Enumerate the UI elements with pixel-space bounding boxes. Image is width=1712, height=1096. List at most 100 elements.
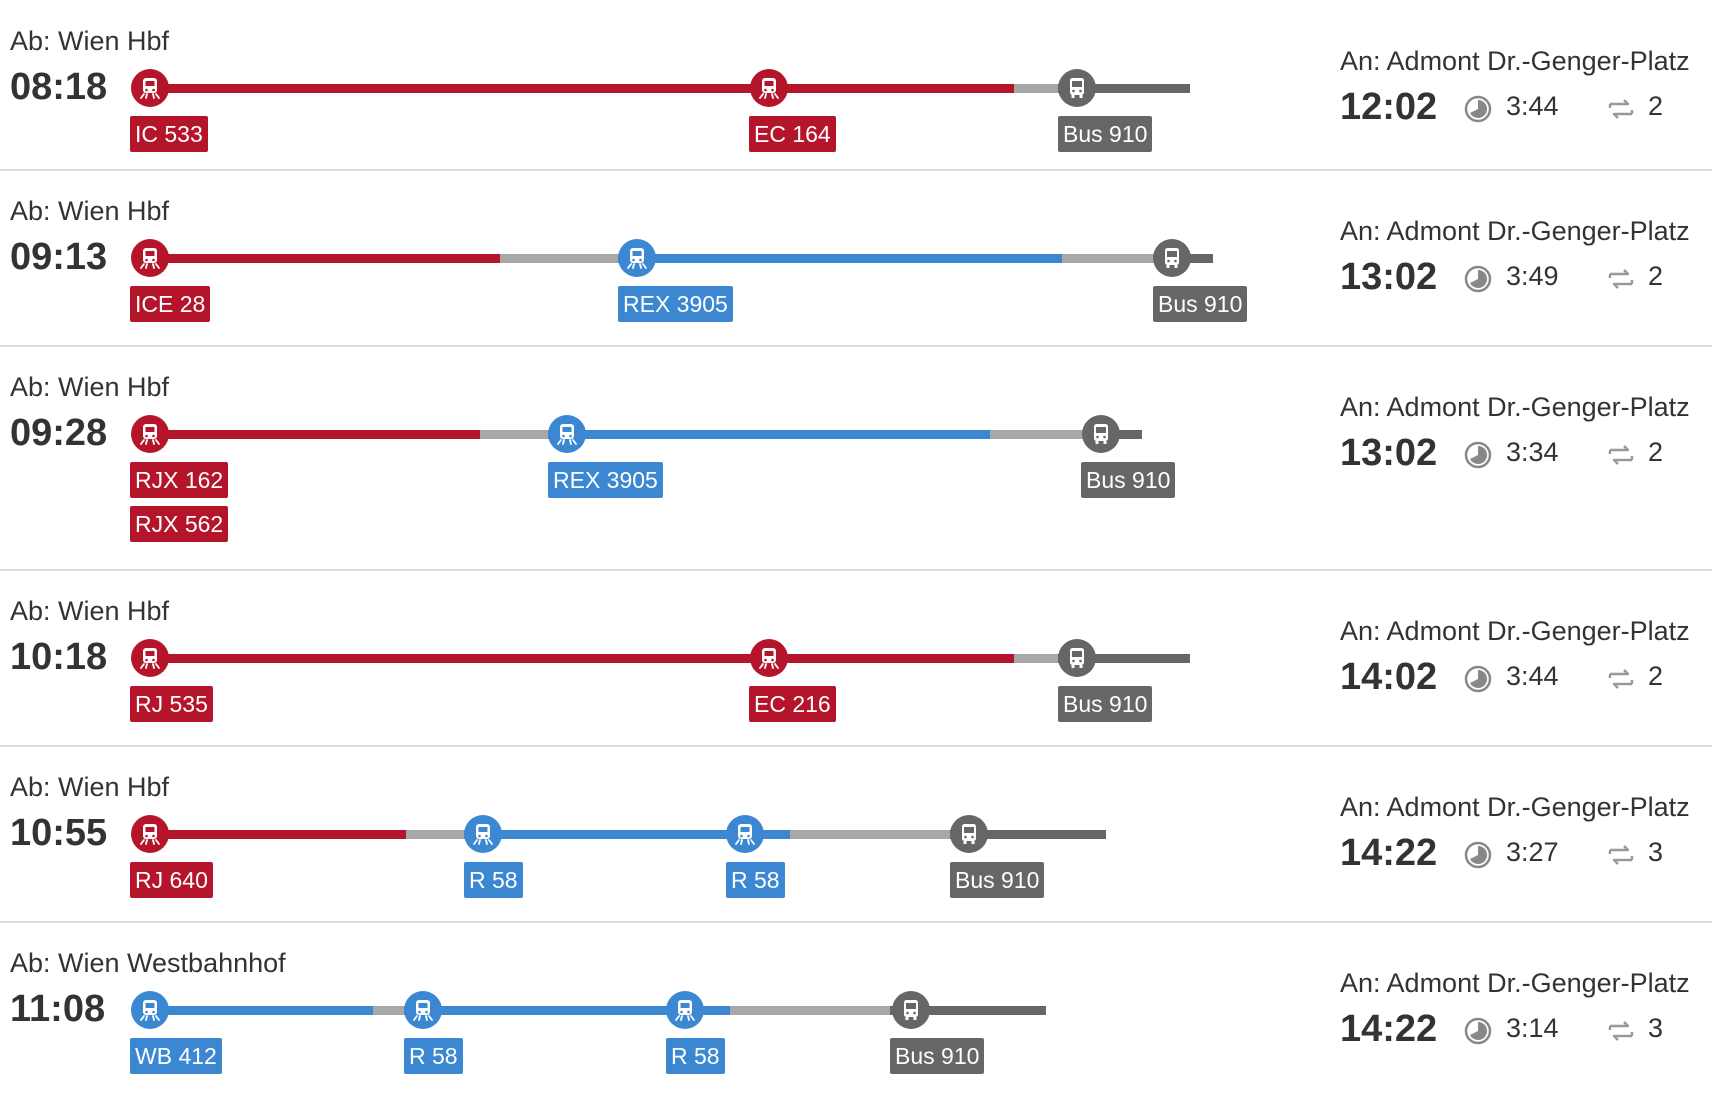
arrival-station: An: Admont Dr.-Genger-Platz — [1340, 968, 1690, 998]
duration-value: 3:44 — [1506, 91, 1559, 121]
row-divider — [0, 345, 1712, 347]
train-badge: REX 3905 — [548, 462, 663, 498]
train-icon — [131, 639, 169, 677]
duration-icon — [1464, 441, 1492, 469]
departure-station: Ab: Wien Hbf — [10, 196, 170, 226]
route-segment — [1062, 253, 1155, 263]
train-badge: Bus 910 — [890, 1038, 985, 1074]
departure-time: 10:55 — [10, 812, 108, 854]
changes-count: 2 — [1648, 661, 1664, 691]
route-segment — [150, 83, 724, 93]
route-segment — [406, 829, 464, 839]
duration-icon — [1464, 665, 1492, 693]
duration-value: 3:14 — [1506, 1013, 1559, 1043]
connection-row[interactable]: Ab: Wien Westbahnhof 11:08 WB 412 R 58 R 58 B… — [0, 922, 1712, 1096]
duration-value: 3:49 — [1506, 261, 1559, 291]
arrival-time: 13:02 — [1340, 432, 1438, 474]
bus-icon — [1082, 415, 1120, 453]
connection-row[interactable]: Ab: Wien Hbf 10:18 RJ 535 EC 216 Bus 910 An: … — [0, 570, 1712, 746]
route-segment — [150, 429, 480, 439]
changes-count: 2 — [1648, 261, 1664, 291]
row-divider — [0, 921, 1712, 923]
route-segment — [990, 429, 1085, 439]
arrival-station: An: Admont Dr.-Genger-Platz — [1340, 392, 1690, 422]
departure-station: Ab: Wien Hbf — [10, 596, 170, 626]
departure-station: Ab: Wien Hbf — [10, 372, 170, 402]
duration-icon — [1464, 265, 1492, 293]
arrival-station: An: Admont Dr.-Genger-Platz — [1340, 216, 1690, 246]
train-badge: Bus 910 — [950, 862, 1045, 898]
transfer-icon — [1606, 96, 1636, 122]
train-badge: R 58 — [666, 1038, 725, 1074]
route-segment — [548, 429, 990, 439]
connection-row[interactable]: Ab: Wien Hbf 10:55 RJ 640 R 58 R 58 Bus 910 An… — [0, 746, 1712, 922]
arrival-time: 14:02 — [1340, 656, 1438, 698]
route-segment — [890, 1005, 1046, 1015]
row-divider — [0, 169, 1712, 171]
changes-count: 2 — [1648, 437, 1664, 467]
departure-time: 09:28 — [10, 412, 108, 454]
train-icon — [131, 69, 169, 107]
duration-icon — [1464, 95, 1492, 123]
transfer-icon — [1606, 266, 1636, 292]
connection-row[interactable]: Ab: Wien Hbf 08:18 IC 533 EC 164 Bus 910 An: … — [0, 0, 1712, 170]
connection-row[interactable]: Ab: Wien Hbf 09:13 ICE 28 REX 3905 Bus 910 An… — [0, 170, 1712, 346]
bus-icon — [1058, 69, 1096, 107]
bus-icon — [1058, 639, 1096, 677]
arrival-time: 14:22 — [1340, 832, 1438, 874]
departure-station: Ab: Wien Hbf — [10, 26, 170, 56]
route-segment — [150, 829, 406, 839]
train-badge: RJ 640 — [130, 862, 213, 898]
train-icon — [548, 415, 586, 453]
train-icon — [131, 239, 169, 277]
train-icon — [131, 415, 169, 453]
train-badge: Bus 910 — [1058, 116, 1153, 152]
train-badge: R 58 — [404, 1038, 463, 1074]
connection-row[interactable]: Ab: Wien Hbf 09:28 RJX 162 RJX 562 REX 3905 B… — [0, 346, 1712, 570]
train-badge: EC 164 — [749, 116, 836, 152]
route-segment — [1058, 83, 1190, 93]
changes-count: 3 — [1648, 1013, 1664, 1043]
train-icon — [750, 639, 788, 677]
arrival-station: An: Admont Dr.-Genger-Platz — [1340, 616, 1690, 646]
train-badge: R 58 — [464, 862, 523, 898]
duration-value: 3:27 — [1506, 837, 1559, 867]
train-badge: REX 3905 — [618, 286, 733, 322]
duration-icon — [1464, 841, 1492, 869]
train-icon — [131, 815, 169, 853]
arrival-station: An: Admont Dr.-Genger-Platz — [1340, 46, 1690, 76]
train-icon — [618, 239, 656, 277]
route-segment — [404, 1005, 648, 1015]
changes-count: 2 — [1648, 91, 1664, 121]
route-segment — [730, 1005, 890, 1015]
route-segment — [618, 253, 1062, 263]
route-segment — [790, 829, 950, 839]
transfer-icon — [1606, 1018, 1636, 1044]
route-segment — [724, 83, 1014, 93]
train-badge: RJ 535 — [130, 686, 213, 722]
route-segment — [150, 1005, 373, 1015]
train-icon — [131, 991, 169, 1029]
train-badge: RJX 162 — [130, 462, 229, 498]
arrival-station: An: Admont Dr.-Genger-Platz — [1340, 792, 1690, 822]
train-icon — [726, 815, 764, 853]
train-icon — [464, 815, 502, 853]
train-badge: ICE 28 — [130, 286, 211, 322]
row-divider — [0, 569, 1712, 571]
arrival-time: 13:02 — [1340, 256, 1438, 298]
arrival-time: 12:02 — [1340, 86, 1438, 128]
train-badge: Bus 910 — [1058, 686, 1153, 722]
route-segment — [150, 253, 500, 263]
departure-time: 09:13 — [10, 236, 108, 278]
bus-icon — [950, 815, 988, 853]
train-badge: EC 216 — [749, 686, 836, 722]
train-badge: WB 412 — [130, 1038, 222, 1074]
departure-station: Ab: Wien Westbahnhof — [10, 948, 286, 978]
duration-value: 3:34 — [1506, 437, 1559, 467]
route-segment — [724, 653, 1014, 663]
bus-icon — [1153, 239, 1191, 277]
departure-time: 08:18 — [10, 66, 108, 108]
transfer-icon — [1606, 442, 1636, 468]
train-badge: Bus 910 — [1081, 462, 1176, 498]
train-badge: Bus 910 — [1153, 286, 1248, 322]
